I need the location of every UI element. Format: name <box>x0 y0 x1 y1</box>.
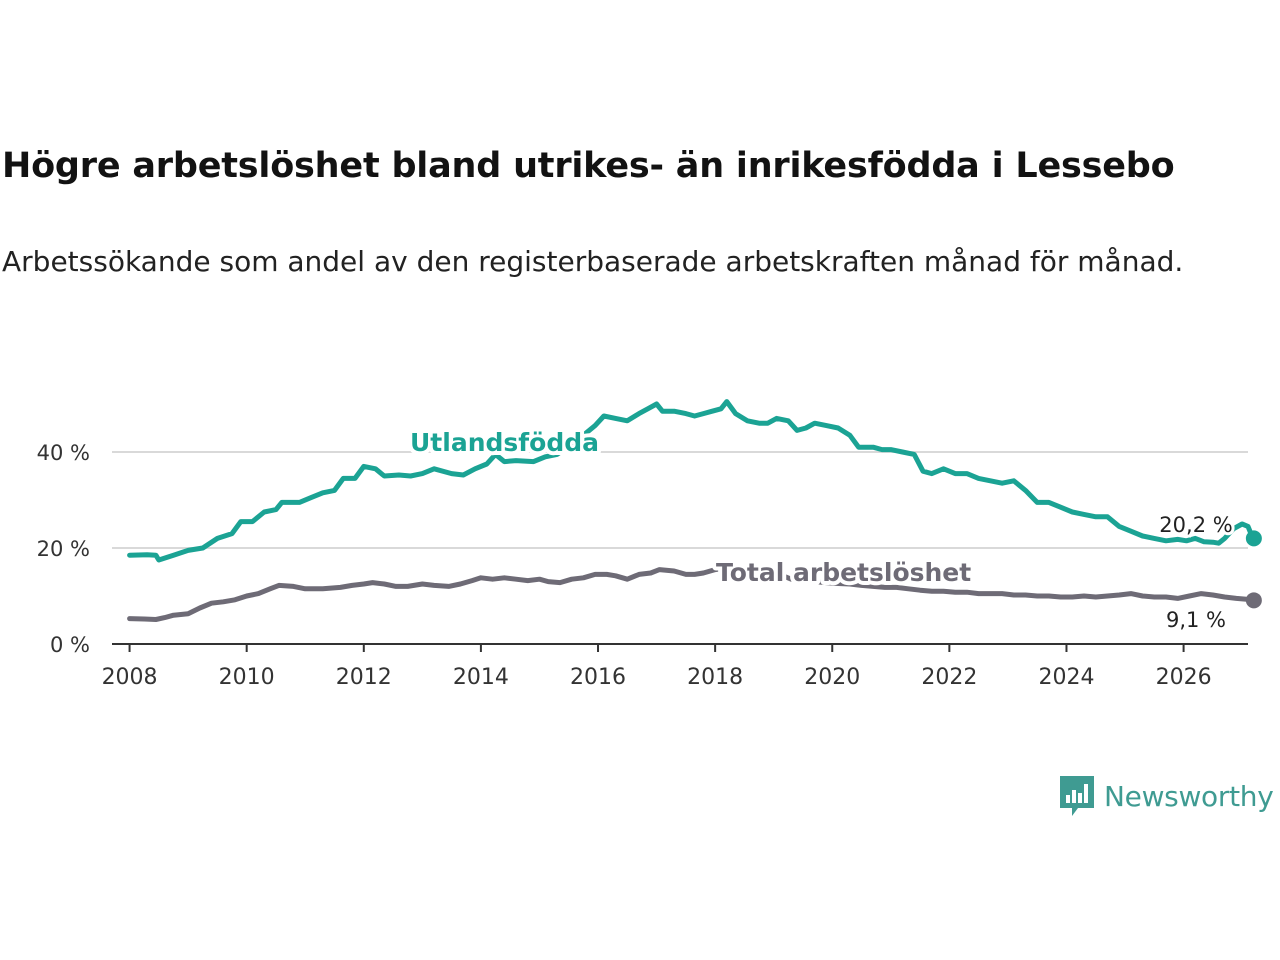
x-tick-label: 2012 <box>336 665 392 690</box>
newsworthy-bar-chart-icon <box>1060 776 1094 816</box>
axes: 0 % 20 % 40 % 2008 2010 2012 2014 2016 2018 2020 2… <box>37 441 1248 690</box>
page-subtitle: Arbetssökande som andel av den registerb… <box>2 245 1184 278</box>
end-point-marker <box>1245 530 1262 547</box>
series-label-utlandsfodda: Utlandsfödda <box>410 428 599 457</box>
logo-text: Newsworthy <box>1104 779 1274 813</box>
x-tick-label: 2022 <box>921 665 977 690</box>
end-value-label: 20,2 % <box>1159 513 1232 537</box>
x-tick-label: 2016 <box>570 665 626 690</box>
newsworthy-logo: Newsworthy <box>1058 774 1274 818</box>
end-value-label: 9,1 % <box>1166 608 1226 632</box>
line-chart: 0 % 20 % 40 % 2008 2010 2012 2014 2016 2018 2020 2… <box>37 399 1262 690</box>
y-tick-label: 0 % <box>50 633 90 657</box>
series-line-total <box>127 565 1257 622</box>
x-tick-label: 2010 <box>219 665 275 690</box>
end-point-marker <box>1245 592 1262 609</box>
x-tick-label: 2008 <box>102 665 158 690</box>
x-tick-label: 2024 <box>1038 665 1094 690</box>
x-tick-label: 2014 <box>453 665 509 690</box>
page-title: Högre arbetslöshet bland utrikes- än inr… <box>2 146 1175 186</box>
grid-lines <box>112 451 1248 549</box>
y-tick-label: 40 % <box>37 441 90 465</box>
x-tick-label: 2018 <box>687 665 743 690</box>
y-tick-label: 20 % <box>37 537 90 561</box>
x-tick-label: 2026 <box>1156 665 1212 690</box>
series-line-utlandsfodda <box>127 399 1257 563</box>
series-lines <box>127 399 1262 622</box>
series-labels: Utlandsfödda Total arbetslöshet 20,2 % 9,1 … <box>406 424 1236 635</box>
series-label-total: Total arbetslöshet <box>716 558 971 587</box>
x-tick-label: 2020 <box>804 665 860 690</box>
